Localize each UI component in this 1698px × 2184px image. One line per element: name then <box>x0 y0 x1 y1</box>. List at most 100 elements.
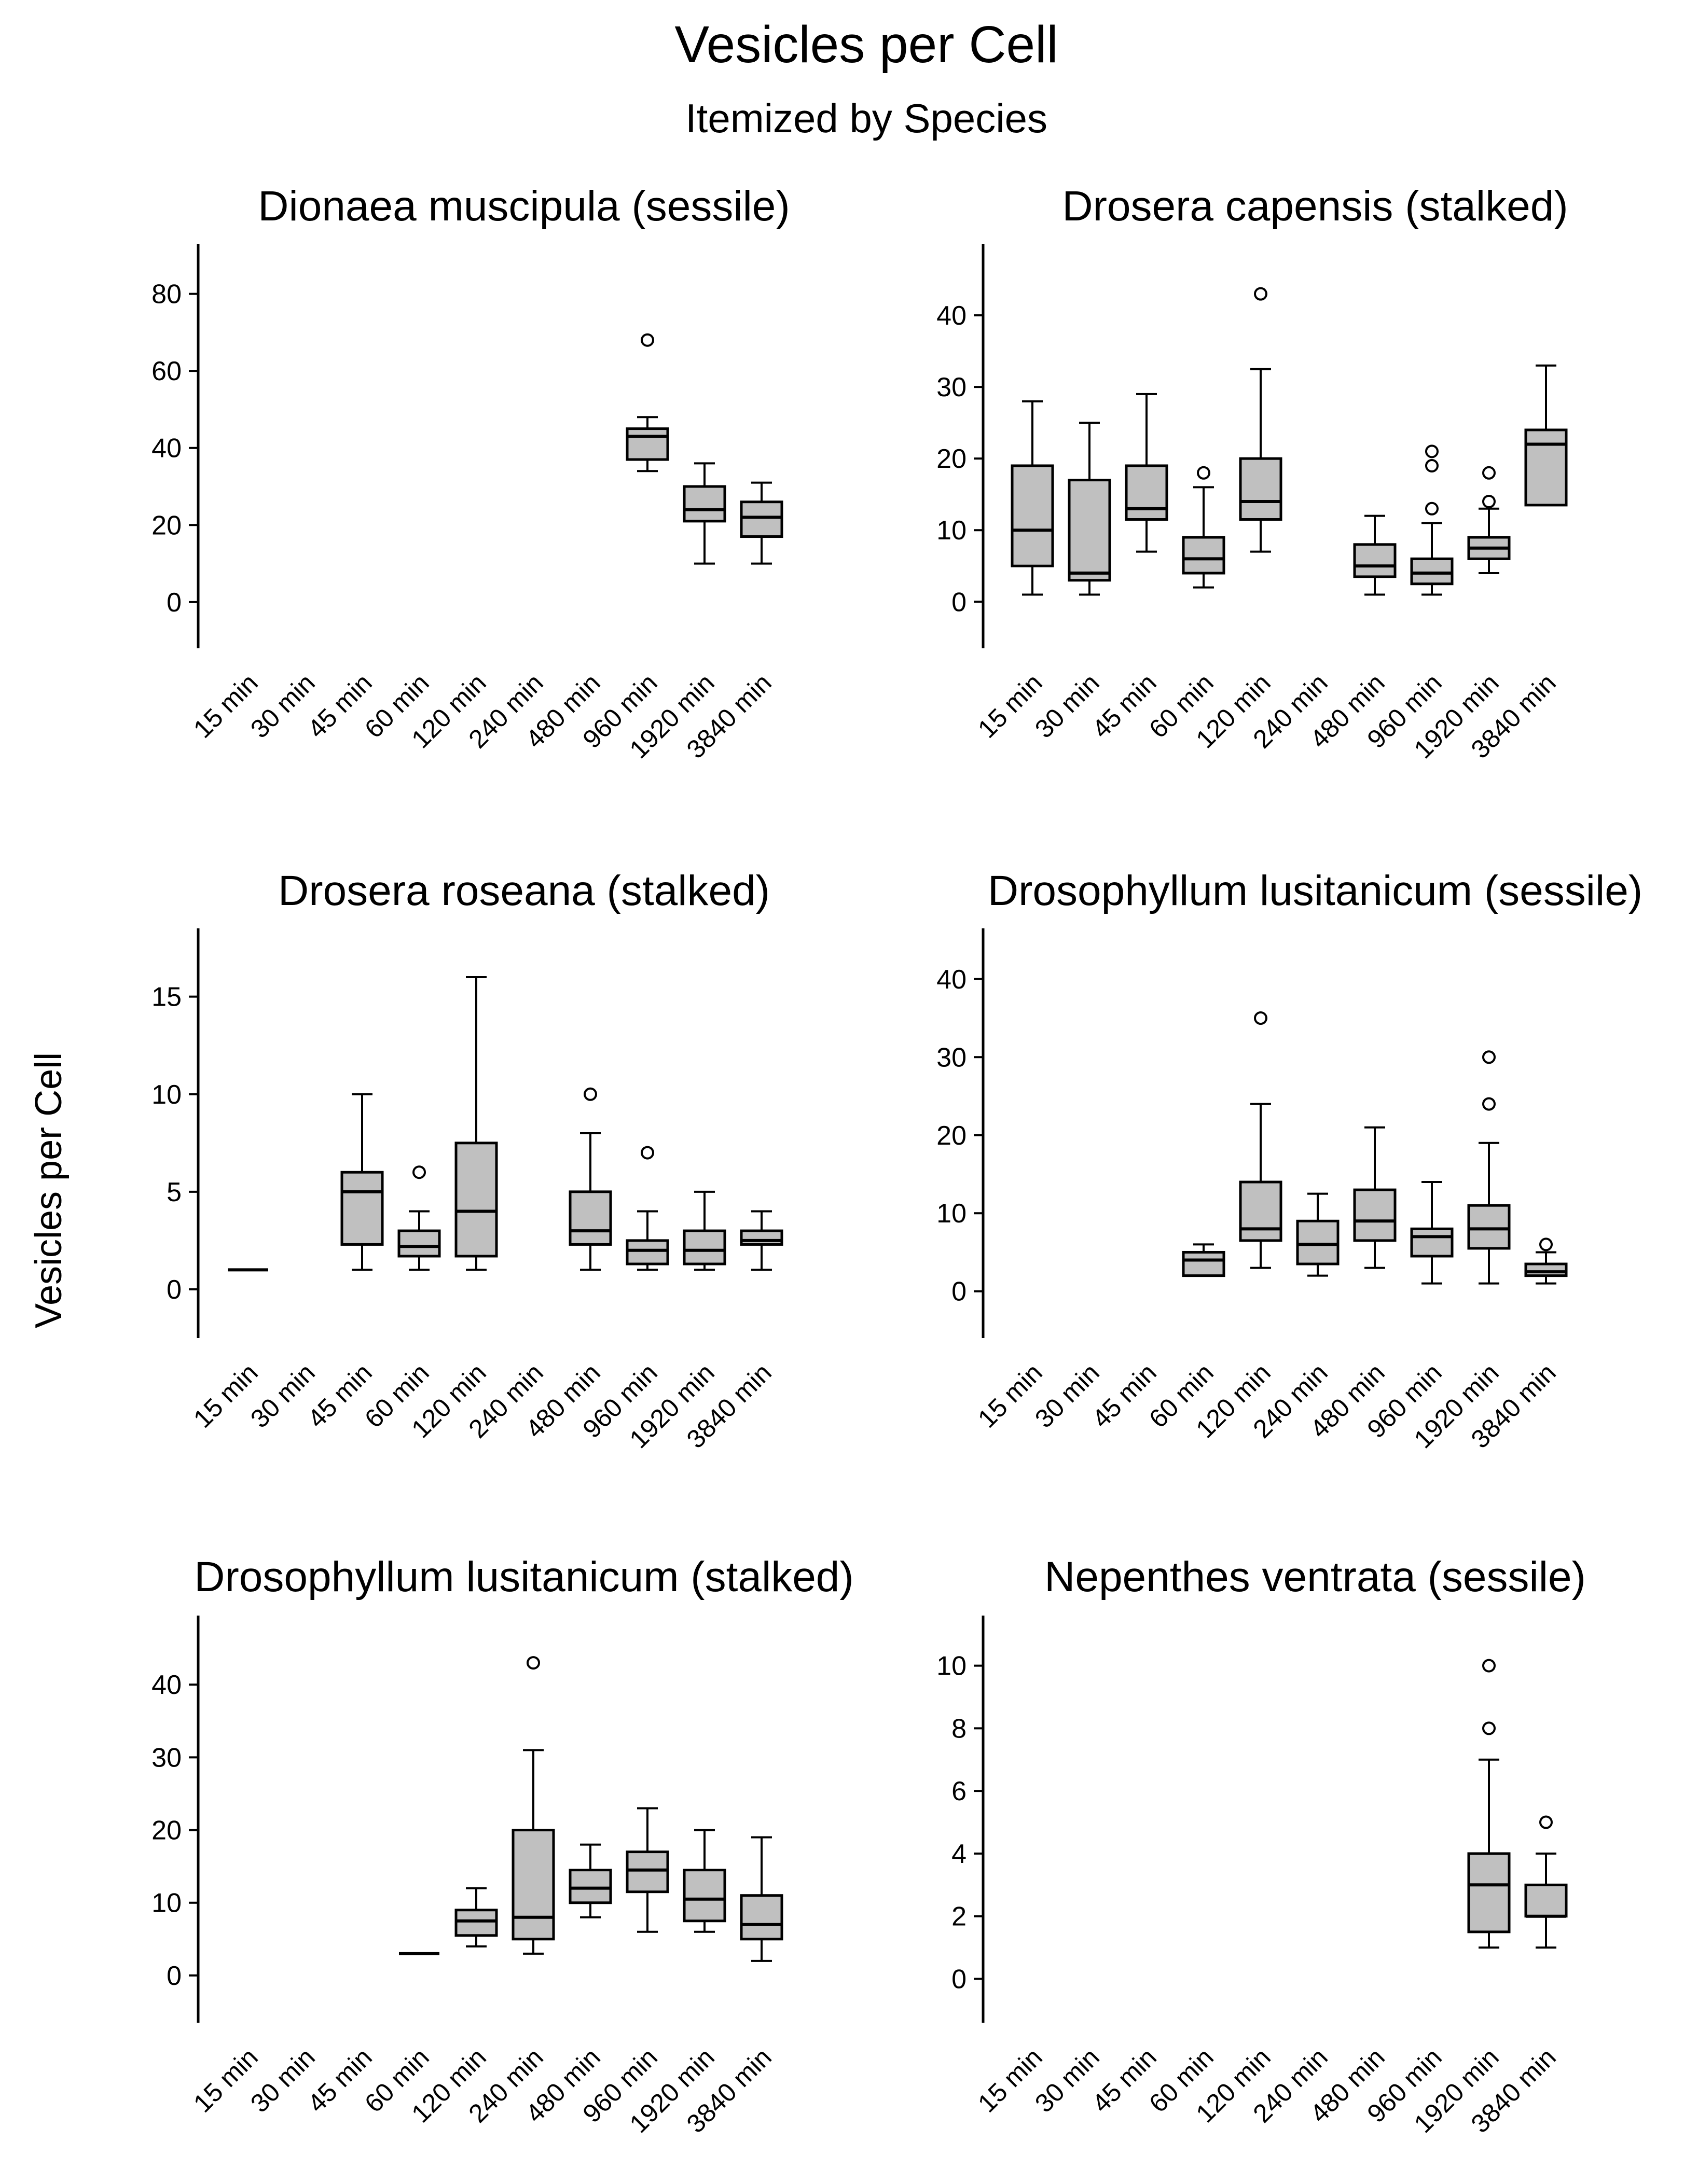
box-iqr <box>512 1829 555 1941</box>
y-tick-label: 20 <box>151 510 182 540</box>
box-plot <box>1410 444 1454 596</box>
box-plot <box>1524 1237 1568 1285</box>
box-plot <box>1239 1011 1282 1269</box>
y-tick-label: 20 <box>151 1816 182 1846</box>
y-tick-label: 30 <box>936 372 967 402</box>
box-iqr <box>340 1171 384 1246</box>
outlier-point <box>1539 1815 1553 1829</box>
box-iqr <box>454 1142 498 1258</box>
figure-title: Vesicles per Cell <box>674 16 1058 74</box>
box-plot <box>569 1087 612 1271</box>
box-iqr <box>569 1869 612 1904</box>
y-tick-label: 10 <box>936 1651 967 1681</box>
outlier-point <box>1539 1237 1553 1251</box>
outlier-point <box>1197 466 1210 480</box>
box-plot <box>1524 1815 1568 1949</box>
outlier-point <box>1482 1050 1496 1064</box>
box-iqr <box>683 1229 726 1265</box>
box-plot <box>397 1165 441 1271</box>
box-iqr <box>1353 1188 1397 1242</box>
y-tick-label: 4 <box>951 1839 967 1869</box>
box-plot <box>1182 466 1225 589</box>
panel-title: Drosophyllum lusitanicum (sessile) <box>988 867 1642 914</box>
y-tick-label: 60 <box>151 356 182 386</box>
box-plot <box>1296 1192 1340 1277</box>
panel-title: Drosera roseana (stalked) <box>278 867 770 914</box>
box-plot <box>1068 422 1111 596</box>
y-tick-label: 0 <box>951 1277 967 1307</box>
box-plot <box>626 1146 669 1271</box>
box-iqr <box>454 1909 498 1937</box>
box-iqr <box>397 1229 441 1258</box>
outlier-point <box>641 1146 654 1160</box>
box-iqr <box>1239 1180 1282 1242</box>
y-tick-label: 0 <box>167 1275 182 1305</box>
box-iqr <box>740 1229 783 1246</box>
box-plot <box>1467 1050 1511 1285</box>
outlier-point <box>1425 444 1439 458</box>
y-tick-label: 20 <box>936 1121 967 1151</box>
y-tick-label: 20 <box>936 444 967 474</box>
box-iqr <box>1524 1262 1568 1277</box>
y-tick-label: 5 <box>167 1177 182 1207</box>
box-iqr <box>1011 464 1054 567</box>
box-plot <box>1011 400 1054 596</box>
box-iqr <box>1524 428 1568 507</box>
box-plot <box>683 462 726 565</box>
y-tick-label: 0 <box>951 1964 967 1994</box>
box-plot <box>1524 364 1568 507</box>
box-plot <box>740 481 783 565</box>
figure-subtitle: Itemized by Species <box>685 95 1047 141</box>
box-plot <box>454 1887 498 1947</box>
outlier-point <box>1482 1659 1496 1673</box>
outlier-point <box>1482 1097 1496 1111</box>
box-plot <box>683 1190 726 1271</box>
box-plot <box>512 1656 555 1955</box>
outlier-point <box>1482 494 1496 508</box>
box-iqr <box>1467 1852 1511 1933</box>
box-iqr <box>569 1190 612 1246</box>
box-plot <box>569 1843 612 1918</box>
box-iqr <box>1068 479 1111 582</box>
box-iqr <box>1239 457 1282 521</box>
box-iqr <box>1182 1250 1225 1277</box>
box-plot <box>1353 1126 1397 1269</box>
y-tick-label: 0 <box>167 588 182 618</box>
box-iqr <box>683 485 726 523</box>
box-iqr <box>626 427 669 461</box>
y-tick-label: 30 <box>151 1743 182 1773</box>
y-axis-title: Vesicles per Cell <box>28 1052 70 1328</box>
box-iqr <box>626 1851 669 1894</box>
box-iqr <box>1524 1883 1568 1918</box>
box-plot <box>1467 466 1511 575</box>
y-tick-label: 10 <box>936 516 967 546</box>
box-plot <box>683 1829 726 1933</box>
panel-title: Drosophyllum lusitanicum (stalked) <box>194 1553 853 1601</box>
y-tick-label: 80 <box>151 280 182 310</box>
box-iqr <box>740 1894 783 1941</box>
y-tick-label: 10 <box>151 1080 182 1110</box>
outlier-point <box>1425 458 1439 472</box>
box-plot <box>626 1807 669 1933</box>
outlier-point <box>584 1087 597 1101</box>
box-iqr <box>1296 1219 1340 1265</box>
box-iqr <box>740 500 783 538</box>
y-tick-label: 40 <box>936 965 967 995</box>
box-iqr <box>1182 536 1225 575</box>
box-iqr <box>1410 557 1454 586</box>
outlier-point <box>527 1656 540 1670</box>
outlier-point <box>412 1165 426 1179</box>
y-tick-label: 30 <box>936 1042 967 1073</box>
box-plot <box>1467 1659 1511 1949</box>
box-plot <box>740 1210 783 1271</box>
panel-title: Nepenthes ventrata (sessile) <box>1044 1553 1586 1601</box>
y-tick-label: 15 <box>151 982 182 1012</box>
box-iqr <box>1467 1204 1511 1250</box>
box-plot <box>740 1836 783 1962</box>
box-iqr <box>626 1239 669 1265</box>
y-tick-label: 0 <box>951 587 967 617</box>
box-plot <box>1410 1181 1454 1285</box>
panel-title: Dionaea muscipula (sessile) <box>258 183 790 230</box>
box-plot <box>1353 514 1397 596</box>
